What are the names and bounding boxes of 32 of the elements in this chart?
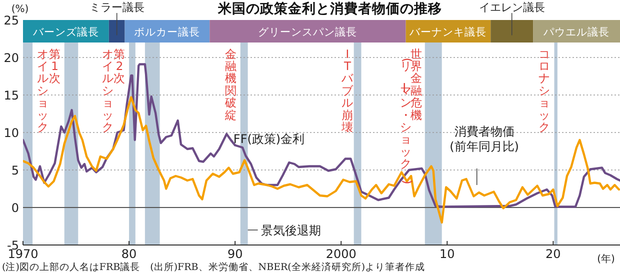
annotation: 第1次 (48, 46, 61, 86)
y-tick-label: 25 (4, 14, 19, 28)
annotation: オイルショック (37, 46, 50, 134)
y-tick-label: 15 (4, 88, 19, 102)
annotation: 景気後退期 (260, 224, 321, 238)
chart-title: 米国の政策金利と消費者物価の推移 (217, 1, 442, 17)
y-tick-label: 10 (4, 126, 19, 140)
x-tick-label: 2000 (326, 247, 356, 261)
band-label: バーンズ議長 (32, 25, 99, 38)
band-label: バーナンキ議長 (408, 25, 487, 38)
band-label: ミラー議長 (89, 1, 144, 14)
band-label: ボルカー議長 (134, 25, 200, 38)
annotation: オイルショック (102, 46, 114, 134)
text: (注)図の上部の人名はFRB議長 (出所)FRB、米労働省、NBER(全米経済研究所)より筆者作成 (2, 261, 426, 273)
series-label: 消費者物価(前年同月比) (450, 124, 519, 154)
band-label: イエレン議長 (478, 1, 545, 14)
y-tick-label: 0 (11, 201, 19, 215)
x-tick-label: 10 (440, 247, 455, 261)
series-label: FF(政策)金利 (233, 132, 305, 146)
band-label: グリーンスパン議長 (258, 25, 358, 38)
y-tick-label: 20 (4, 51, 19, 65)
x-tick-label: 20 (546, 247, 561, 261)
band-label: パウエル議長 (542, 25, 610, 38)
y-tick-label: 5 (11, 164, 19, 178)
x-tick-label: 90 (227, 247, 243, 261)
annotation: ITバブル崩壊 (341, 46, 354, 134)
annotation: 第2次 (114, 46, 126, 86)
x-tick-label: 80 (121, 247, 137, 261)
x-axis-title: (年) (597, 253, 615, 265)
annotation: コロナショック (538, 46, 551, 134)
y-axis-title: (%) (11, 4, 29, 15)
annotation: 金融機関破綻 (224, 46, 237, 122)
